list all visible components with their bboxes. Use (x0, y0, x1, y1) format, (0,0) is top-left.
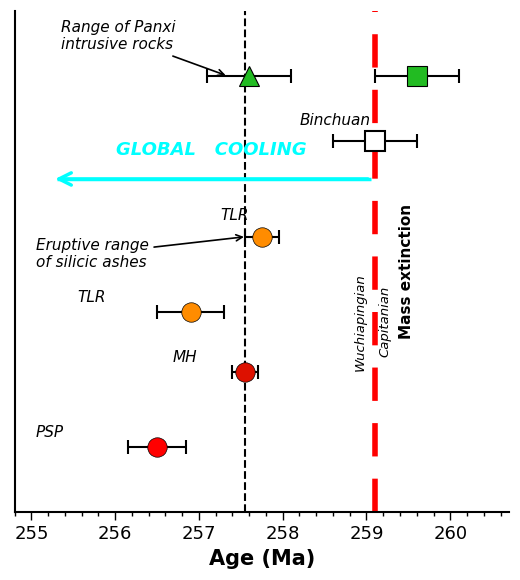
Text: Range of Panxi
intrusive rocks: Range of Panxi intrusive rocks (61, 20, 224, 75)
Text: PSP: PSP (36, 426, 64, 440)
Text: Capitanian: Capitanian (379, 286, 392, 357)
X-axis label: Age (Ma): Age (Ma) (209, 549, 315, 569)
Text: Mass extinction: Mass extinction (399, 204, 414, 339)
Text: TLR: TLR (220, 208, 249, 223)
Text: Binchuan: Binchuan (300, 113, 370, 128)
Text: TLR: TLR (77, 290, 106, 305)
Text: GLOBAL   COOLING: GLOBAL COOLING (116, 141, 307, 159)
Text: Wuchiapingian: Wuchiapingian (354, 273, 367, 371)
Text: MH: MH (172, 350, 197, 365)
Text: Eruptive range
of silicic ashes: Eruptive range of silicic ashes (36, 235, 242, 270)
